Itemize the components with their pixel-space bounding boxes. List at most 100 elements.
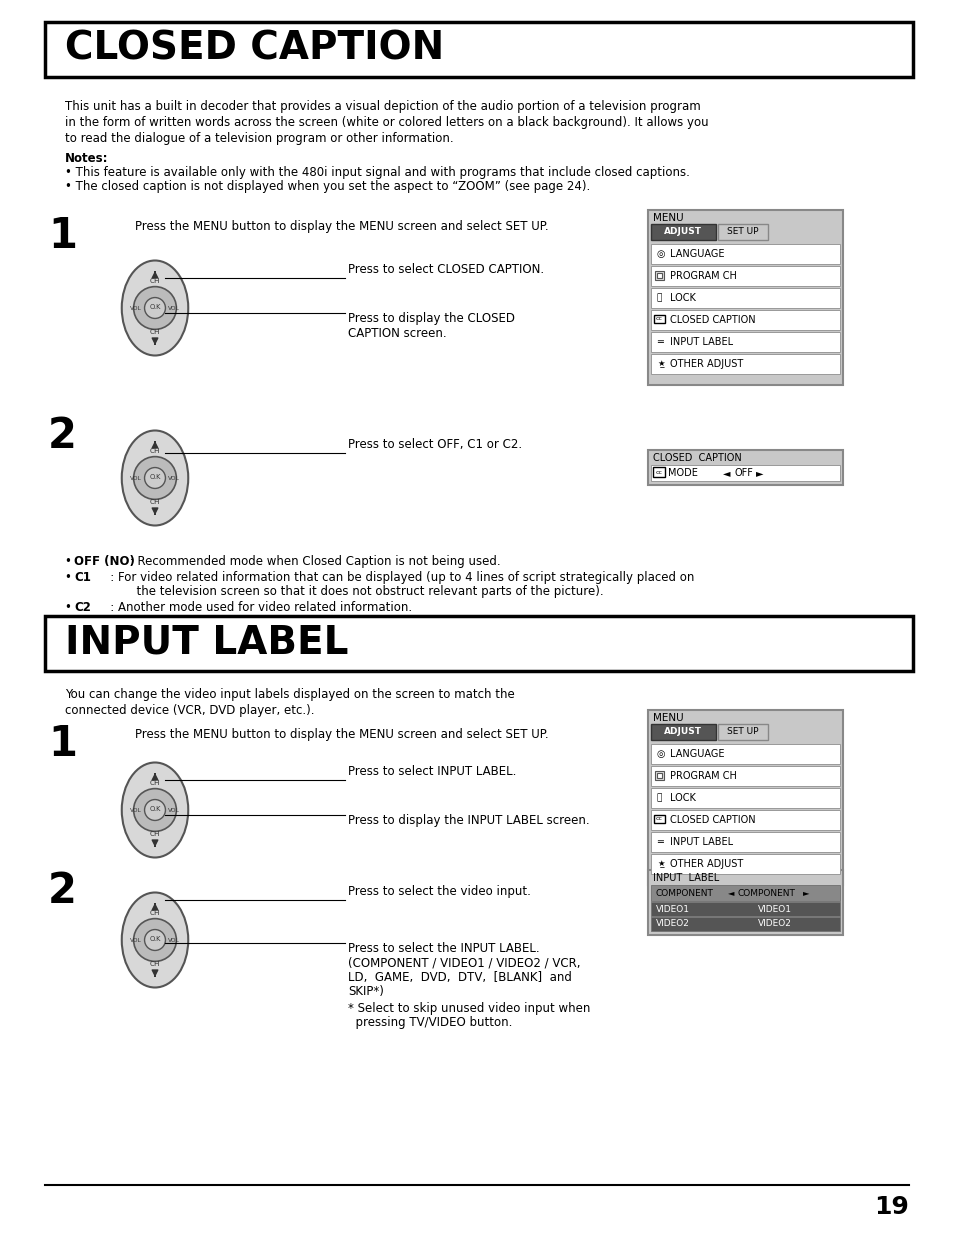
Text: CH: CH <box>150 781 160 787</box>
Ellipse shape <box>122 431 188 526</box>
Text: Press to select OFF, C1 or C2.: Press to select OFF, C1 or C2. <box>348 438 521 451</box>
Text: ★̲: ★̲ <box>657 359 664 368</box>
Text: LOCK: LOCK <box>669 293 695 303</box>
Text: VOL: VOL <box>168 808 180 813</box>
Text: Press the MENU button to display the MENU screen and select SET UP.: Press the MENU button to display the MEN… <box>135 727 548 741</box>
Text: OTHER ADJUST: OTHER ADJUST <box>669 860 742 869</box>
Text: C1: C1 <box>74 571 91 584</box>
Bar <box>45 616 912 671</box>
Text: ═: ═ <box>657 337 662 347</box>
Text: 🔒: 🔒 <box>657 794 661 803</box>
Text: Press to select the INPUT LABEL.: Press to select the INPUT LABEL. <box>348 942 539 955</box>
Text: VIDEO2: VIDEO2 <box>656 920 689 929</box>
Text: in the form of written words across the screen (white or colored letters on a bl: in the form of written words across the … <box>65 116 708 128</box>
Bar <box>650 832 840 852</box>
Ellipse shape <box>145 298 165 319</box>
Text: : Another mode used for video related information.: : Another mode used for video related in… <box>84 601 412 614</box>
Text: COMPONENT: COMPONENT <box>656 888 713 898</box>
Text: CH: CH <box>150 831 160 837</box>
Text: LANGUAGE: LANGUAGE <box>669 748 723 760</box>
Text: • The closed caption is not displayed when you set the aspect to “ZOOM” (see pag: • The closed caption is not displayed wh… <box>65 180 590 193</box>
Text: CLOSED CAPTION: CLOSED CAPTION <box>669 815 755 825</box>
Bar <box>45 22 912 77</box>
Bar <box>650 332 840 352</box>
Text: VIDEO2: VIDEO2 <box>758 920 791 929</box>
Bar <box>650 354 840 374</box>
Text: Press to display the CLOSED: Press to display the CLOSED <box>348 312 515 325</box>
Bar <box>650 810 840 830</box>
Text: MENU: MENU <box>652 212 683 224</box>
Text: VIDEO1: VIDEO1 <box>758 904 791 914</box>
Text: • This feature is available only with the 480i input signal and with programs th: • This feature is available only with th… <box>65 165 689 179</box>
Ellipse shape <box>133 457 176 499</box>
Bar <box>718 724 767 740</box>
Text: CLOSED CAPTION: CLOSED CAPTION <box>65 30 444 68</box>
Text: O.K: O.K <box>150 474 160 480</box>
Bar <box>654 315 664 324</box>
Text: INPUT  LABEL: INPUT LABEL <box>652 873 719 883</box>
Ellipse shape <box>145 930 165 951</box>
Text: VOL: VOL <box>130 808 142 813</box>
Ellipse shape <box>133 919 176 961</box>
Bar <box>655 270 663 280</box>
Bar <box>654 815 664 823</box>
Text: ═: ═ <box>657 837 662 847</box>
Text: Press to display the INPUT LABEL screen.: Press to display the INPUT LABEL screen. <box>348 814 589 827</box>
Ellipse shape <box>122 261 188 356</box>
Bar <box>647 869 842 935</box>
Text: pressing TV/VIDEO button.: pressing TV/VIDEO button. <box>348 1016 512 1029</box>
Ellipse shape <box>145 468 165 489</box>
Text: CH: CH <box>150 329 160 335</box>
Text: LOCK: LOCK <box>669 793 695 803</box>
Text: OFF (NO): OFF (NO) <box>74 555 134 568</box>
Bar <box>650 788 840 808</box>
Text: 2: 2 <box>48 869 77 911</box>
Text: COMPONENT: COMPONENT <box>738 888 795 898</box>
Text: CH: CH <box>150 910 160 916</box>
Text: OTHER ADJUST: OTHER ADJUST <box>669 359 742 369</box>
Text: You can change the video input labels displayed on the screen to match the: You can change the video input labels di… <box>65 688 515 701</box>
Text: cc: cc <box>655 469 661 474</box>
Text: OFF: OFF <box>734 468 753 478</box>
Text: VOL: VOL <box>168 305 180 310</box>
Text: ◄: ◄ <box>727 888 734 898</box>
Text: CH: CH <box>150 448 160 454</box>
Text: C2: C2 <box>74 601 91 614</box>
Text: CLOSED CAPTION: CLOSED CAPTION <box>669 315 755 325</box>
Text: ◎: ◎ <box>657 249 665 259</box>
Bar <box>655 771 663 781</box>
Text: INPUT LABEL: INPUT LABEL <box>669 837 732 847</box>
Text: PROGRAM CH: PROGRAM CH <box>669 270 736 282</box>
Bar <box>650 918 840 931</box>
Text: INPUT LABEL: INPUT LABEL <box>669 337 732 347</box>
Text: MODE: MODE <box>667 468 698 478</box>
Bar <box>647 710 842 885</box>
Text: PROGRAM CH: PROGRAM CH <box>669 771 736 781</box>
Bar <box>650 310 840 330</box>
Text: VOL: VOL <box>168 475 180 480</box>
Text: : Recommended mode when Closed Caption is not being used.: : Recommended mode when Closed Caption i… <box>126 555 500 568</box>
Text: VIDEO1: VIDEO1 <box>656 904 689 914</box>
Text: ★̲: ★̲ <box>657 860 664 868</box>
Text: •: • <box>65 601 75 614</box>
Text: ►: ► <box>755 468 762 478</box>
Text: cc: cc <box>656 316 662 321</box>
Text: 1: 1 <box>48 215 77 257</box>
Bar <box>650 288 840 308</box>
Text: LD,  GAME,  DVD,  DTV,  [BLANK]  and: LD, GAME, DVD, DTV, [BLANK] and <box>348 971 571 984</box>
Text: CH: CH <box>150 961 160 967</box>
Bar <box>652 467 664 477</box>
Text: CLOSED  CAPTION: CLOSED CAPTION <box>652 453 741 463</box>
Text: Notes:: Notes: <box>65 152 109 165</box>
Bar <box>650 766 840 785</box>
Text: * Select to skip unused video input when: * Select to skip unused video input when <box>348 1002 590 1015</box>
Text: cc: cc <box>656 816 662 821</box>
Text: O.K: O.K <box>150 304 160 310</box>
Text: 19: 19 <box>873 1195 908 1219</box>
Text: ADJUST: ADJUST <box>663 227 701 236</box>
Bar <box>650 224 716 240</box>
Ellipse shape <box>133 287 176 330</box>
Text: VOL: VOL <box>130 305 142 310</box>
Bar <box>657 773 661 778</box>
Text: 🔒: 🔒 <box>657 294 661 303</box>
